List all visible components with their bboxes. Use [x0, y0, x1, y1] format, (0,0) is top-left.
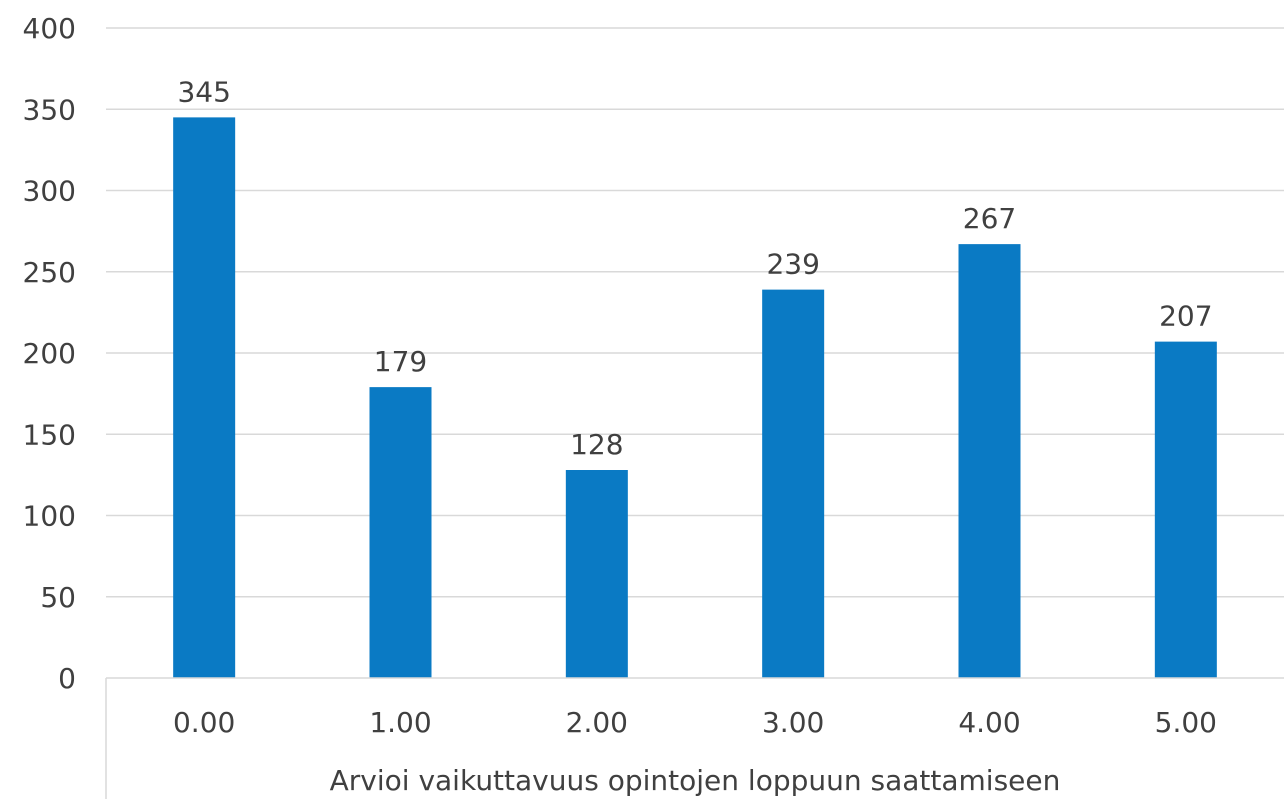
y-tick-label: 150 — [23, 418, 76, 451]
y-tick-label: 250 — [23, 256, 76, 289]
bars — [173, 117, 1217, 678]
bar-1-00 — [369, 387, 432, 678]
y-axis-tick-labels: 0 50 100 150 200 250 300 350 400 — [23, 12, 76, 695]
y-tick-label: 400 — [23, 12, 76, 45]
x-axis — [105, 677, 1284, 799]
x-axis-title: Arvioi vaikuttavuus opintojen loppuun sa… — [330, 764, 1061, 797]
x-tick-label: 3.00 — [762, 706, 824, 739]
data-labels: 345 179 128 239 267 207 — [177, 75, 1212, 461]
x-axis-tick-labels: 0.00 1.00 2.00 3.00 4.00 5.00 — [173, 706, 1217, 739]
y-tick-label: 350 — [23, 93, 76, 126]
y-tick-label: 100 — [23, 500, 76, 533]
y-tick-label: 200 — [23, 337, 76, 370]
data-label: 345 — [177, 75, 230, 108]
x-tick-label: 2.00 — [566, 706, 628, 739]
bar-5-00 — [1154, 341, 1217, 678]
x-tick-label: 5.00 — [1155, 706, 1217, 739]
data-label: 267 — [963, 202, 1016, 235]
y-tick-label: 50 — [40, 581, 76, 614]
x-tick-label: 0.00 — [173, 706, 235, 739]
data-label: 239 — [766, 248, 819, 281]
data-label: 207 — [1159, 300, 1212, 333]
data-label: 179 — [374, 345, 427, 378]
y-tick-label: 0 — [58, 662, 76, 695]
gridlines — [106, 27, 1284, 598]
x-tick-label: 4.00 — [958, 706, 1020, 739]
bar-3-00 — [762, 289, 825, 678]
bar-4-00 — [958, 244, 1021, 678]
y-tick-label: 300 — [23, 175, 76, 208]
data-label: 128 — [570, 428, 623, 461]
x-tick-label: 1.00 — [369, 706, 431, 739]
bar-0-00 — [173, 117, 236, 678]
bar-2-00 — [565, 470, 628, 678]
